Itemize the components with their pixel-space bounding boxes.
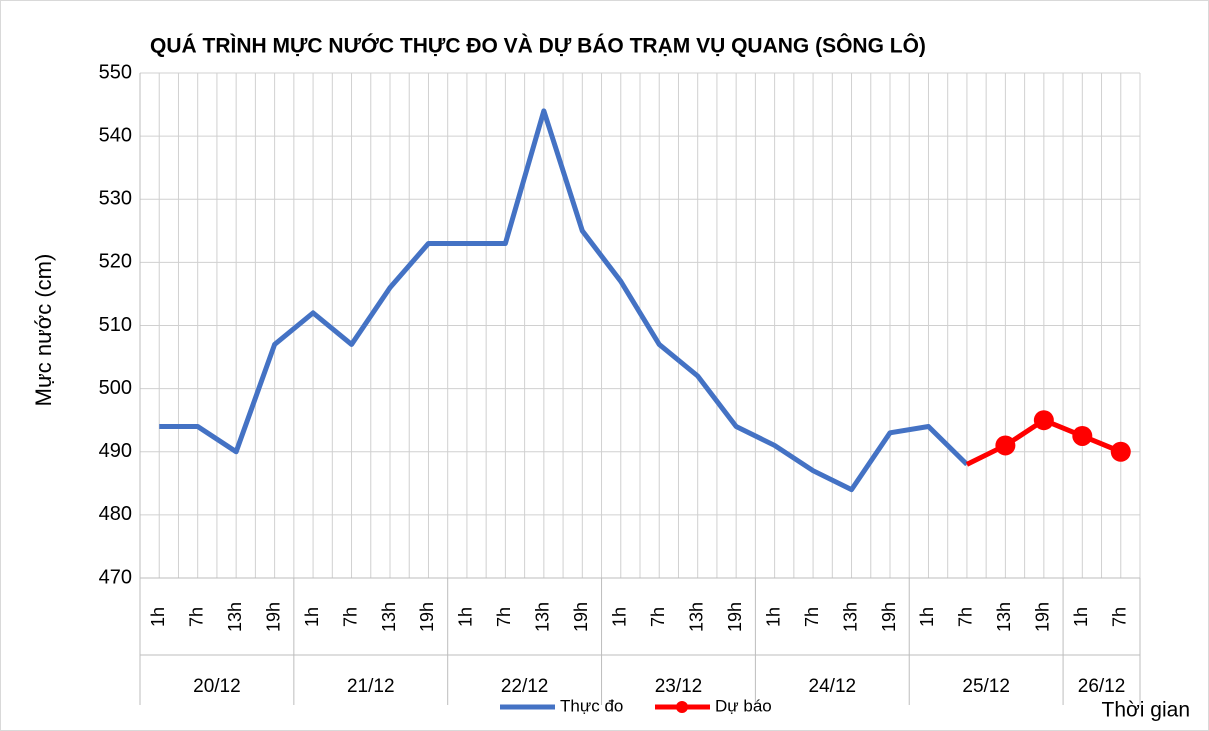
group-label: 23/12 — [655, 676, 703, 697]
x-tick-label: 1h — [917, 607, 937, 627]
y-axis-label: Mực nước (cm) — [31, 254, 56, 407]
x-tick-label: 1h — [148, 607, 168, 627]
group-label: 22/12 — [501, 676, 549, 697]
x-tick-label: 1h — [1071, 607, 1091, 627]
series-line — [159, 108, 969, 493]
data-point — [1110, 441, 1131, 462]
group-label: 24/12 — [809, 676, 857, 697]
y-tick-label: 500 — [99, 377, 132, 399]
y-tick-label: 520 — [99, 251, 132, 273]
x-tick-label: 7h — [802, 607, 822, 627]
x-tick-label: 1h — [610, 607, 630, 627]
legend-label: Dự báo — [715, 696, 772, 715]
y-tick-label: 480 — [99, 503, 132, 525]
x-tick-label: 7h — [648, 607, 668, 627]
x-tick-label: 7h — [494, 607, 514, 627]
chart-title: QUÁ TRÌNH MỰC NƯỚC THỰC ĐO VÀ DỰ BÁO TRẠ… — [150, 34, 926, 58]
x-tick-label: 19h — [263, 602, 283, 632]
data-point — [1033, 410, 1054, 431]
x-tick-label: 19h — [1033, 602, 1053, 632]
legend-marker — [676, 701, 688, 713]
x-tick-label: 1h — [763, 607, 783, 627]
x-tick-label: 7h — [1110, 607, 1130, 627]
x-tick-label: 19h — [879, 602, 899, 632]
x-tick-label: 7h — [956, 607, 976, 627]
x-tick-label: 13h — [225, 602, 245, 632]
group-label: 20/12 — [193, 676, 241, 697]
x-tick-label: 13h — [840, 602, 860, 632]
data-point — [995, 435, 1016, 456]
y-tick-label: 510 — [99, 314, 132, 336]
x-tick-label: 7h — [340, 607, 360, 627]
data-point — [1072, 425, 1093, 446]
x-tick-label: 13h — [379, 602, 399, 632]
y-tick-label: 550 — [99, 61, 132, 83]
y-tick-label: 490 — [99, 440, 132, 462]
x-axis-label: Thời gian — [1102, 699, 1190, 722]
y-tick-label: 540 — [99, 124, 132, 146]
y-tick-label: 530 — [99, 188, 132, 210]
group-label: 21/12 — [347, 676, 395, 697]
x-tick-label: 13h — [994, 602, 1014, 632]
y-tick-label: 470 — [99, 566, 132, 588]
x-tick-label: 19h — [571, 602, 591, 632]
x-tick-label: 13h — [686, 602, 706, 632]
x-tick-label: 7h — [186, 607, 206, 627]
x-tick-label: 1h — [456, 607, 476, 627]
x-tick-label: 19h — [725, 602, 745, 632]
group-label: 25/12 — [962, 676, 1010, 697]
x-tick-label: 13h — [533, 602, 553, 632]
group-label: 26/12 — [1078, 676, 1126, 697]
legend-label: Thực đo — [560, 696, 623, 715]
x-tick-label: 19h — [417, 602, 437, 632]
x-tick-label: 1h — [302, 607, 322, 627]
